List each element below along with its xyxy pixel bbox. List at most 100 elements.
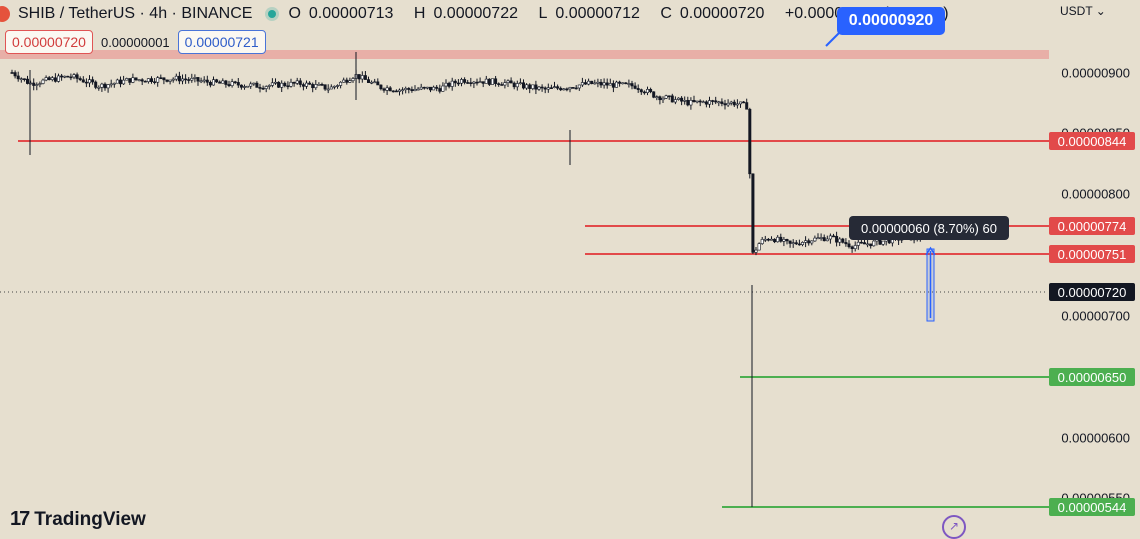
candle-body	[382, 88, 386, 91]
candle-body	[304, 82, 308, 87]
candle-body	[779, 236, 783, 242]
resistance-zone	[0, 50, 1049, 59]
candle-body	[258, 87, 262, 89]
candle-body	[72, 74, 76, 78]
candle-body	[531, 84, 535, 89]
candle-body	[397, 89, 401, 92]
candle-body	[791, 242, 795, 244]
candle-body	[512, 82, 516, 88]
candle-body	[701, 101, 705, 104]
candle-body	[664, 95, 668, 99]
candle-body	[503, 82, 507, 86]
candle-body	[487, 78, 491, 85]
candle-body	[444, 82, 448, 87]
candle-body	[162, 77, 166, 81]
candle-body	[494, 78, 498, 84]
symbol-header: SHIB / TetherUS · 4h · BINANCE O 0.000007…	[0, 2, 957, 26]
candle-body	[239, 84, 243, 88]
candle-body	[645, 89, 649, 93]
candle-body	[714, 100, 718, 103]
level-tag-844: 0.00000844	[1049, 132, 1135, 150]
symbol-title[interactable]: SHIB / TetherUS · 4h · BINANCE	[18, 5, 253, 22]
candle-body	[351, 78, 355, 82]
candle-body	[500, 84, 504, 86]
candle-body	[580, 82, 584, 86]
candle-body	[670, 95, 674, 103]
candle-body	[639, 89, 643, 93]
candle-body	[704, 101, 708, 105]
candle-body	[348, 80, 352, 83]
candle-body	[773, 238, 777, 243]
candle-body	[35, 84, 39, 86]
candle-body	[475, 81, 479, 84]
candle-body	[552, 86, 556, 88]
candle-body	[751, 173, 755, 253]
candle-body	[199, 80, 203, 83]
candle-body	[66, 75, 70, 78]
candle-body	[763, 238, 767, 241]
candle-body	[711, 100, 715, 102]
candle-body	[525, 84, 529, 89]
candle-body	[53, 77, 57, 82]
low-value: 0.00000712	[555, 5, 640, 22]
candle-body	[738, 101, 742, 105]
candle-body	[800, 242, 804, 245]
candle-body	[794, 242, 798, 245]
candle-body	[614, 81, 618, 88]
currency-selector[interactable]: USDT ⌄	[1060, 4, 1106, 18]
candle-body	[416, 88, 420, 91]
candle-body	[878, 239, 882, 245]
currency-label: USDT	[1060, 4, 1093, 18]
candle-body	[450, 80, 454, 87]
candle-body	[680, 97, 684, 102]
candle-body	[292, 81, 296, 84]
candle-body	[515, 83, 519, 88]
candle-body	[311, 84, 315, 89]
candle-body	[472, 81, 476, 84]
candle-body	[624, 82, 628, 85]
candle-body	[456, 82, 460, 85]
candle-body	[10, 72, 14, 74]
candle-body	[509, 80, 513, 84]
candle-body	[853, 245, 857, 249]
candle-body	[518, 82, 522, 85]
candle-body	[360, 75, 364, 80]
shib-coin-icon	[0, 6, 10, 22]
measure-tooltip: 0.00000060 (8.70%) 60	[849, 216, 1009, 240]
candle-body	[825, 238, 829, 242]
candle-body	[441, 85, 445, 92]
candle-body	[385, 87, 389, 91]
candle-body	[109, 83, 113, 86]
buy-button[interactable]: 0.00000721	[177, 30, 266, 54]
candle-body	[813, 237, 817, 242]
price-callout[interactable]: 0.00000920	[837, 7, 945, 35]
candle-body	[571, 87, 575, 89]
candle-body	[459, 79, 463, 84]
candle-body	[143, 80, 147, 83]
candle-body	[47, 77, 51, 80]
candle-body	[401, 89, 405, 92]
candle-body	[335, 85, 339, 87]
candle-body	[233, 81, 237, 84]
candle-body	[872, 240, 876, 247]
candle-body	[38, 83, 42, 85]
market-status-icon	[268, 10, 277, 18]
price-chart[interactable]	[0, 0, 1140, 526]
candle-body	[574, 87, 578, 90]
candle-body	[484, 78, 488, 84]
candle-body	[174, 75, 178, 80]
candle-body	[221, 80, 225, 84]
candle-body	[608, 83, 612, 86]
level-tag-544: 0.00000544	[1049, 498, 1135, 516]
sell-button[interactable]: 0.00000720	[5, 30, 93, 54]
candle-body	[599, 81, 603, 86]
tradingview-logo[interactable]: 17 TradingView	[10, 508, 146, 531]
candle-body	[447, 82, 451, 87]
candle-body	[273, 81, 277, 84]
candle-body	[103, 83, 107, 89]
candle-body	[807, 240, 811, 244]
axis-label-600: 0.00000600	[1061, 430, 1130, 446]
drawing-tool-icon[interactable]: ↗	[942, 515, 966, 539]
callout-pointer	[825, 31, 841, 47]
candle-body	[323, 84, 327, 90]
